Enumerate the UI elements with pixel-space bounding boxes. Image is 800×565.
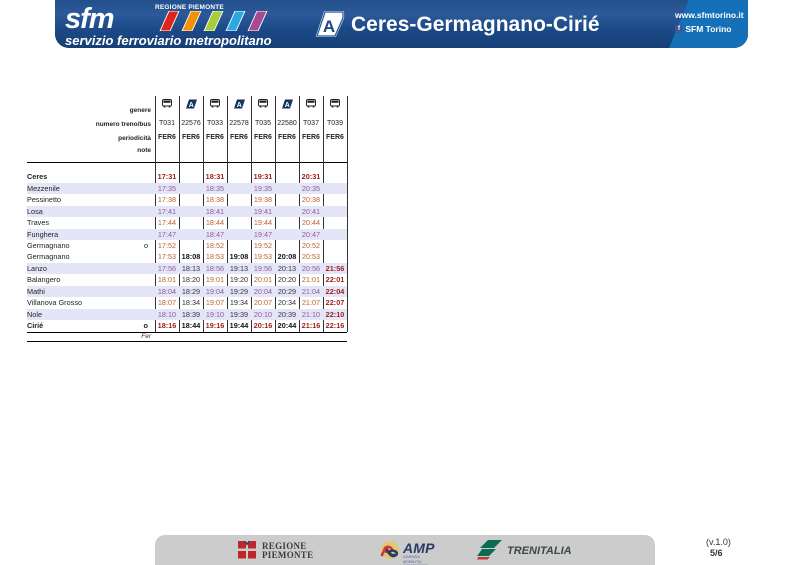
svg-text:A: A: [188, 102, 193, 109]
svg-text:A: A: [236, 102, 241, 109]
svg-text:A: A: [284, 102, 289, 109]
